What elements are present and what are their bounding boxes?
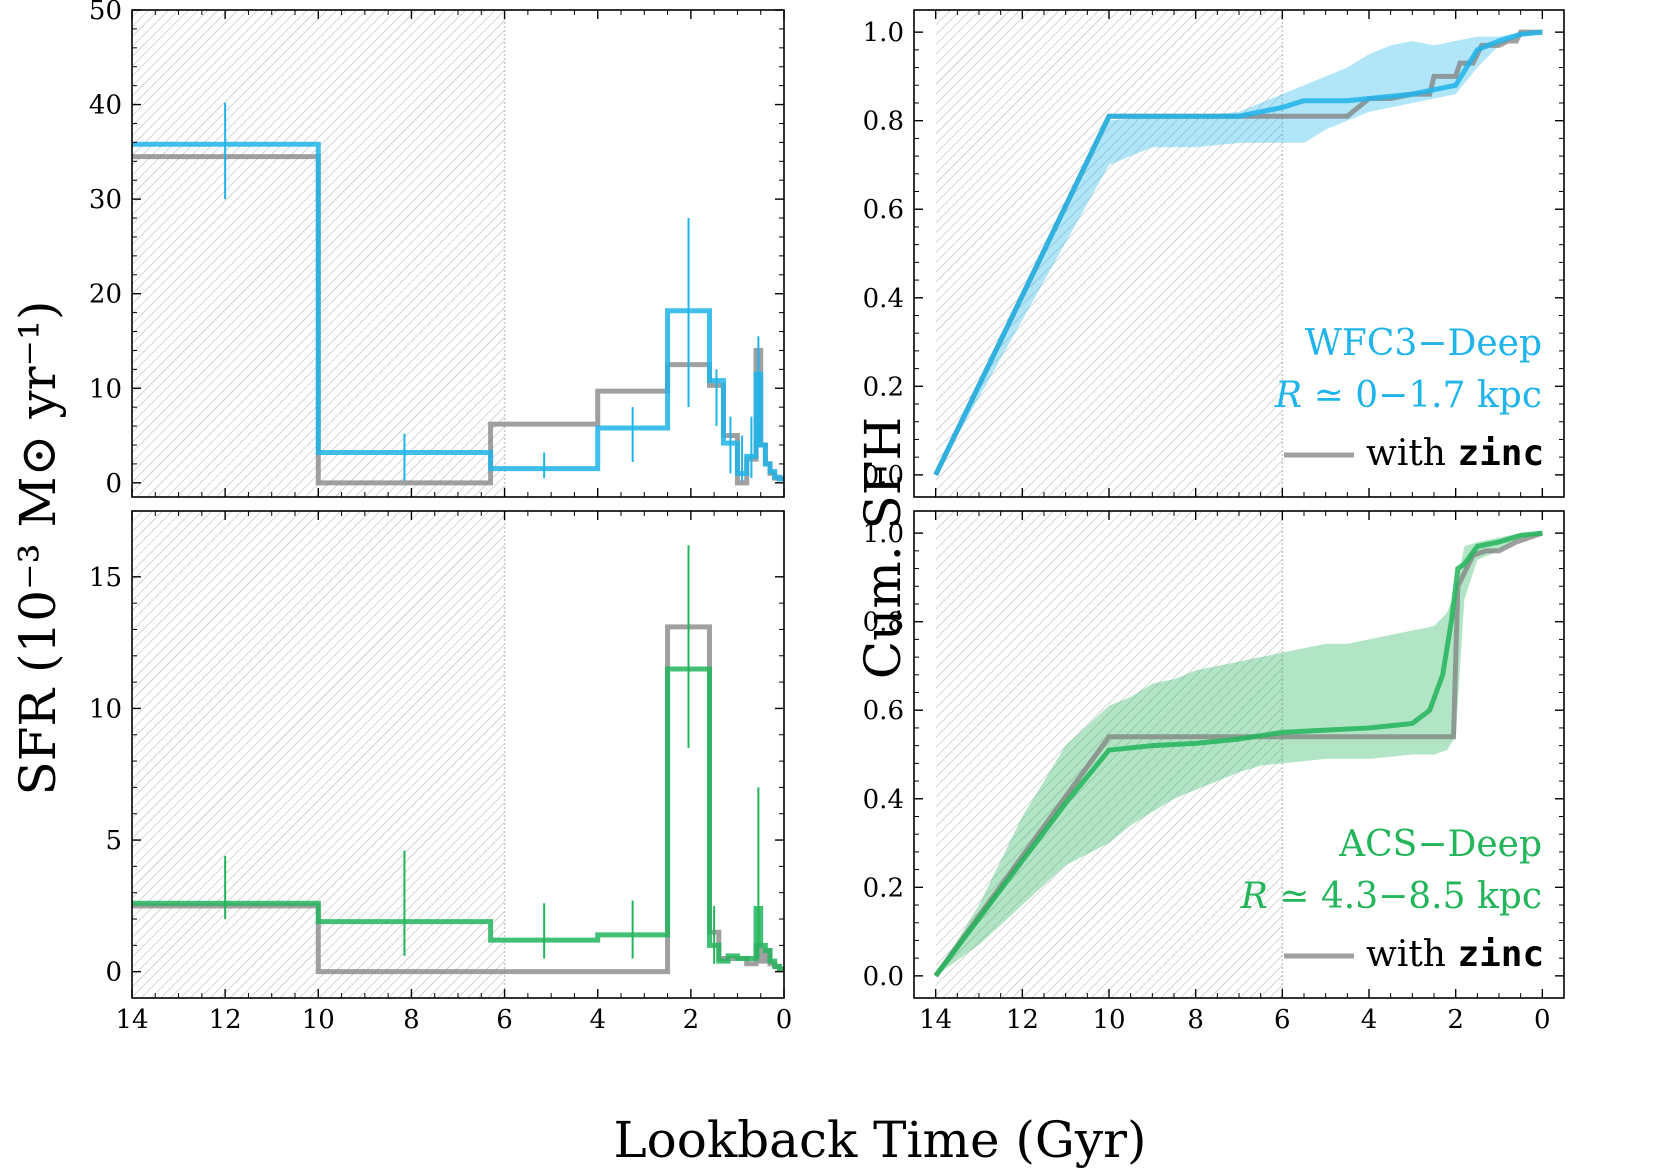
uncertainty-band: [935, 32, 1543, 475]
annotation-radius-range: ≃ 0−1.7 kpc: [1302, 375, 1542, 416]
series-line-with-zinc: [933, 530, 1544, 978]
x-tick-label: 8: [403, 1005, 420, 1035]
y-tick-label: 0.6: [863, 195, 904, 225]
x-tick-label: 0: [1534, 1005, 1551, 1035]
x-tick-label: 12: [1006, 1005, 1039, 1035]
legend-label-code: zinc: [1457, 934, 1544, 975]
y-tick-label: 0.2: [863, 873, 904, 903]
x-tick-label: 6: [1274, 1005, 1291, 1035]
y-tick-label: 0.8: [863, 107, 904, 137]
annotation-radius: R ≃ 0−1.7 kpc: [1274, 375, 1542, 416]
annotation-radius-var: R: [1274, 375, 1302, 416]
legend-label-code: zinc: [1457, 433, 1544, 474]
y-tick-label: 30: [89, 185, 122, 215]
y-tick-label: 0.4: [863, 284, 904, 314]
panel-sfr-wfc3: 0 10 20 30 40 50: [89, 0, 785, 499]
x-tick-label: 10: [302, 1005, 335, 1035]
y-tick-label: 10: [89, 694, 122, 724]
x-axis-label: Lookback Time (Gyr): [613, 1111, 1146, 1169]
y-tick-label: 0.4: [863, 785, 904, 815]
annotation-radius-range: ≃ 4.3−8.5 kpc: [1268, 876, 1542, 917]
series-line-with-zinc: [933, 29, 1543, 476]
plot-area: [132, 511, 784, 998]
y-tick-label: 0.0: [863, 962, 904, 992]
y-tick-label: 40: [89, 91, 122, 121]
x-tick-label: 12: [209, 1005, 242, 1035]
y-axis-label-left: SFR (10⁻³ M⊙ yr⁻¹): [9, 300, 67, 795]
y-tick-label: 1.0: [863, 18, 904, 48]
plot-area: [933, 10, 1543, 497]
y-tick-label: 1.0: [863, 519, 904, 549]
panel-cum-acs: 14 12 10 8 6 4 2 0 0.0 0.2 0.4 0.6 0.8 1.0 ACS−Deep R ≃…: [863, 510, 1565, 1035]
hatched-region: [935, 511, 1283, 998]
x-tick-label: 6: [496, 1005, 513, 1035]
y-tick-label: 5: [105, 826, 122, 856]
uncertainty-band: [935, 533, 1543, 976]
annotation-radius-var: R: [1240, 876, 1268, 917]
x-tick-label: 2: [683, 1005, 700, 1035]
x-tick-label: 8: [1187, 1005, 1204, 1035]
annotation-title: ACS−Deep: [1338, 824, 1542, 865]
x-tick-label: 10: [1092, 1005, 1125, 1035]
y-tick-label: 50: [89, 0, 122, 26]
plot-area: [132, 10, 784, 497]
series-line-acs-deep: [933, 530, 1543, 978]
y-axis-label-right: Cum. SFH: [854, 417, 912, 679]
legend-label-prefix: with: [1366, 433, 1457, 474]
annotation-title: WFC3−Deep: [1305, 323, 1542, 364]
series-line-wfc3-deep: [933, 29, 1543, 476]
y-tick-label: 0: [105, 469, 122, 499]
legend-label: with zinc: [1366, 934, 1544, 975]
x-tick-label: 4: [1361, 1005, 1378, 1035]
x-tick-label: 14: [919, 1005, 952, 1035]
y-tick-label: 10: [89, 374, 122, 404]
hatched-region: [935, 10, 1283, 497]
y-tick-label: 0.8: [863, 608, 904, 638]
panel-sfr-acs: 14 12 10 8 6 4 2 0 0 5 10 15: [89, 510, 793, 1035]
y-tick-label: 0.0: [863, 461, 904, 491]
x-tick-label: 4: [589, 1005, 606, 1035]
x-tick-label: 2: [1447, 1005, 1464, 1035]
y-tick-label: 0.2: [863, 372, 904, 402]
y-tick-label: 0.6: [863, 696, 904, 726]
legend-label-prefix: with: [1366, 934, 1457, 975]
annotation-radius: R ≃ 4.3−8.5 kpc: [1240, 876, 1542, 917]
legend-label: with zinc: [1366, 433, 1544, 474]
y-tick-label: 0: [105, 958, 122, 988]
series-line-acs-deep: [132, 666, 784, 972]
plot-area: [933, 511, 1544, 998]
x-tick-label: 14: [115, 1005, 148, 1035]
y-tick-label: 15: [89, 563, 122, 593]
y-tick-label: 20: [89, 280, 122, 310]
x-tick-label: 0: [776, 1005, 793, 1035]
